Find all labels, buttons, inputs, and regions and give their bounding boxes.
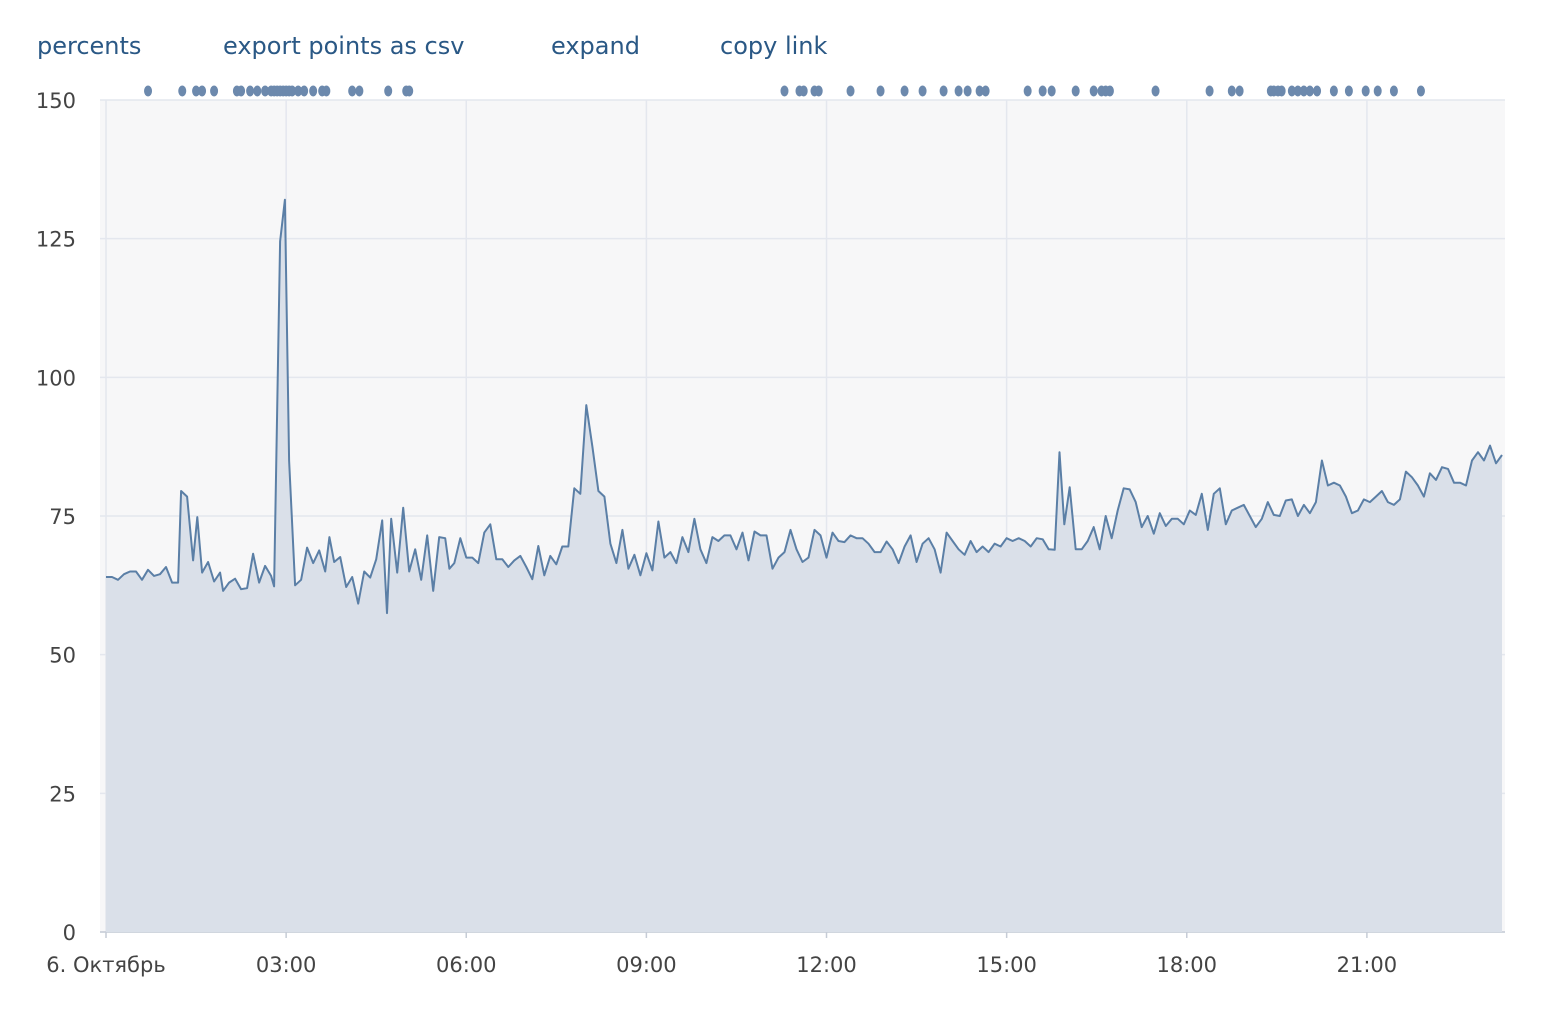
event-marker	[178, 85, 187, 97]
y-axis: 0 25 50 75 100 125 150	[36, 89, 76, 945]
event-marker	[975, 85, 984, 97]
event-marker	[309, 85, 318, 97]
chart-toolbar: percents export points as csv expand cop…	[0, 0, 1568, 80]
event-marker	[814, 85, 823, 97]
expand-link[interactable]: expand	[551, 32, 640, 60]
y-tick-label: 75	[49, 505, 76, 529]
event-marker	[1373, 85, 1382, 97]
event-marker	[1151, 85, 1160, 97]
event-marker	[1023, 85, 1032, 97]
event-marker	[1293, 85, 1302, 97]
event-marker	[261, 85, 270, 97]
series-line	[106, 198, 1503, 615]
event-marker	[300, 85, 309, 97]
event-marker	[799, 85, 808, 97]
event-marker	[900, 85, 909, 97]
event-marker	[1389, 85, 1398, 97]
y-tick-label: 0	[63, 921, 76, 945]
y-tick-label: 25	[49, 782, 76, 806]
event-marker	[322, 85, 331, 97]
event-marker	[1105, 85, 1114, 97]
event-marker	[1277, 85, 1286, 97]
event-marker	[144, 85, 153, 97]
event-markers	[144, 85, 1425, 97]
x-axis: 6. Октябрь 03:00 06:00 09:00 12:00 15:00 18:00…	[46, 932, 1397, 977]
y-tick-label: 50	[49, 644, 76, 668]
event-marker	[963, 85, 972, 97]
event-marker	[1361, 85, 1370, 97]
x-tick-label: 18:00	[1157, 953, 1218, 977]
event-marker	[918, 85, 927, 97]
event-marker	[1287, 85, 1296, 97]
x-tick-label: 03:00	[256, 953, 317, 977]
event-marker	[1313, 85, 1322, 97]
event-marker	[1047, 85, 1056, 97]
event-marker	[1305, 85, 1314, 97]
event-marker	[1227, 85, 1236, 97]
event-marker	[384, 85, 393, 97]
x-tick-label: 15:00	[976, 953, 1037, 977]
event-marker	[355, 85, 364, 97]
event-marker	[253, 85, 262, 97]
export-csv-link[interactable]: export points as csv	[223, 32, 465, 60]
event-marker	[1205, 85, 1214, 97]
event-marker	[288, 85, 297, 97]
event-marker	[1089, 85, 1098, 97]
event-marker	[876, 85, 885, 97]
event-marker	[237, 85, 246, 97]
y-tick-label: 100	[36, 366, 76, 390]
event-marker	[294, 85, 303, 97]
event-marker	[210, 85, 219, 97]
event-marker	[192, 85, 201, 97]
event-marker	[348, 85, 357, 97]
event-marker	[1071, 85, 1080, 97]
event-marker	[246, 85, 255, 97]
y-tick-label: 125	[36, 228, 76, 252]
event-marker	[846, 85, 855, 97]
event-marker	[1235, 85, 1244, 97]
y-tick-label: 150	[36, 89, 76, 113]
x-tick-label: 06:00	[436, 953, 497, 977]
event-marker	[1344, 85, 1353, 97]
copy-link-link[interactable]: copy link	[720, 32, 828, 60]
event-marker	[981, 85, 990, 97]
x-tick-label: 21:00	[1337, 953, 1398, 977]
x-tick-label: 09:00	[616, 953, 677, 977]
event-marker	[939, 85, 948, 97]
series-area	[106, 199, 1502, 933]
event-marker	[1299, 85, 1308, 97]
event-marker	[1416, 85, 1425, 97]
x-tick-label: 6. Октябрь	[46, 953, 165, 977]
event-marker	[780, 85, 789, 97]
event-marker	[198, 85, 207, 97]
event-marker	[405, 85, 414, 97]
event-marker	[954, 85, 963, 97]
event-marker	[1329, 85, 1338, 97]
event-marker	[1038, 85, 1047, 97]
percents-link[interactable]: percents	[37, 32, 142, 60]
x-tick-label: 12:00	[796, 953, 857, 977]
